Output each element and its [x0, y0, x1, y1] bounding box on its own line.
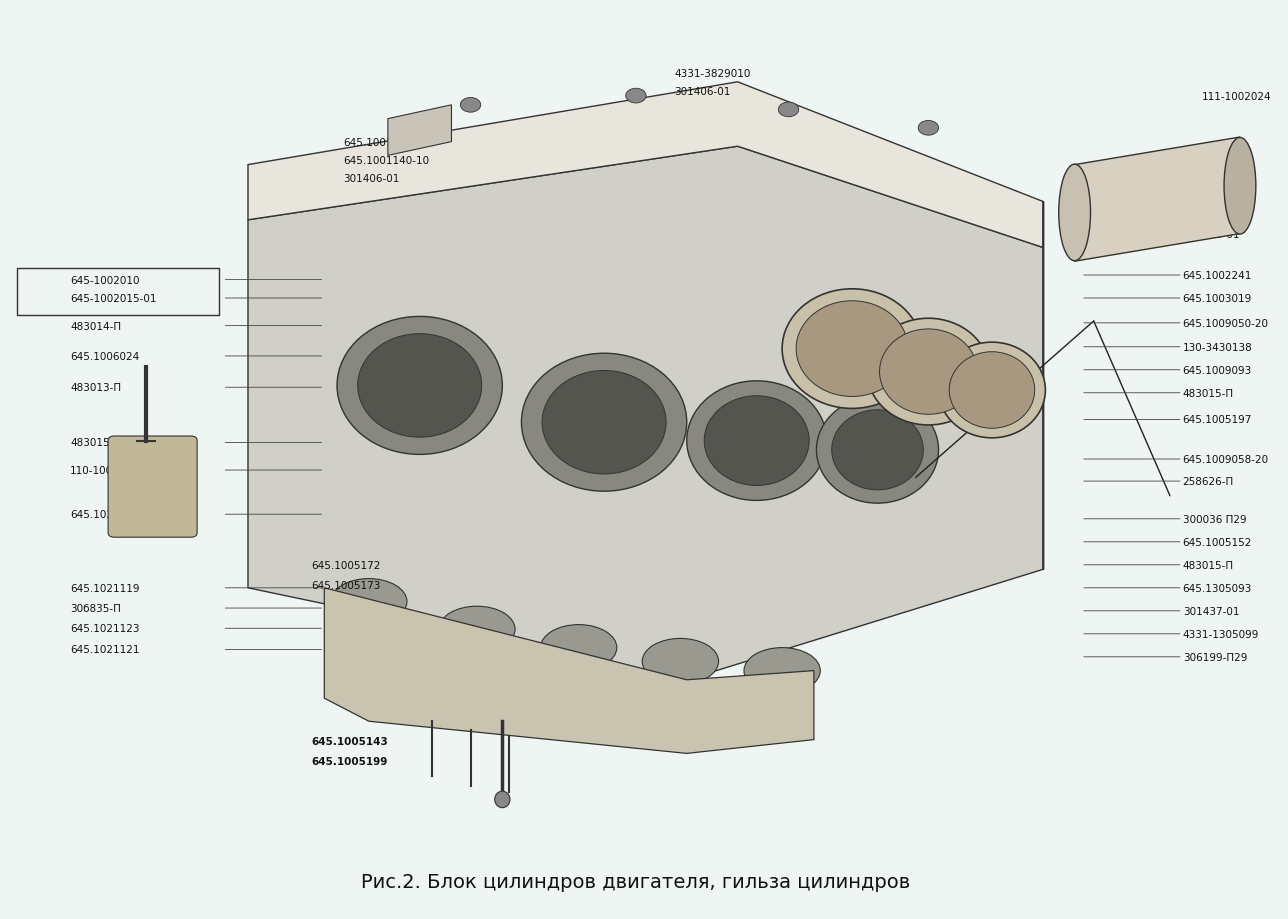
- Text: 258626-П: 258626-П: [1182, 477, 1234, 486]
- Text: 645.1005152: 645.1005152: [1182, 538, 1252, 547]
- Text: 645.1005197: 645.1005197: [1182, 415, 1252, 425]
- Text: 301406-01: 301406-01: [344, 175, 399, 184]
- Text: 483015-П: 483015-П: [1182, 389, 1234, 398]
- Ellipse shape: [867, 319, 989, 425]
- Text: 645.1021114: 645.1021114: [70, 510, 139, 519]
- Text: 111-1002024: 111-1002024: [1202, 92, 1271, 101]
- Polygon shape: [388, 106, 452, 156]
- Text: 483013-П: 483013-П: [70, 383, 121, 392]
- Text: 645.1021119: 645.1021119: [70, 584, 139, 593]
- Text: 301439-01: 301439-01: [1182, 230, 1239, 239]
- Ellipse shape: [782, 289, 922, 409]
- Ellipse shape: [542, 371, 666, 474]
- Ellipse shape: [687, 381, 827, 501]
- Ellipse shape: [832, 410, 923, 491]
- Polygon shape: [249, 83, 1043, 248]
- Text: 645.1002081: 645.1002081: [1182, 207, 1252, 216]
- Ellipse shape: [358, 335, 482, 437]
- Text: 30б835-П: 30б835-П: [70, 604, 121, 613]
- Ellipse shape: [331, 579, 407, 625]
- Text: 306199-П29: 306199-П29: [1182, 652, 1247, 662]
- Ellipse shape: [880, 330, 978, 414]
- Circle shape: [918, 121, 939, 136]
- Circle shape: [626, 89, 647, 104]
- Polygon shape: [1074, 138, 1240, 262]
- Ellipse shape: [705, 396, 809, 486]
- Ellipse shape: [643, 639, 719, 685]
- Polygon shape: [249, 147, 1043, 680]
- FancyBboxPatch shape: [108, 437, 197, 538]
- Polygon shape: [325, 588, 814, 754]
- Text: 645-1002010: 645-1002010: [70, 276, 139, 285]
- Text: 645.1005199: 645.1005199: [312, 756, 388, 766]
- Text: 645.1005143: 645.1005143: [312, 737, 388, 746]
- Text: 645.1001140-10: 645.1001140-10: [344, 156, 429, 165]
- Ellipse shape: [439, 607, 515, 652]
- Text: 645.1001140-20: 645.1001140-20: [344, 138, 429, 147]
- Ellipse shape: [337, 317, 502, 455]
- Text: 645.1009093: 645.1009093: [1182, 366, 1252, 375]
- Circle shape: [778, 103, 799, 118]
- Text: 645.1005172: 645.1005172: [312, 561, 381, 570]
- Text: 645.1002025: 645.1002025: [1182, 184, 1252, 193]
- Text: 645.1002021: 645.1002021: [1182, 161, 1252, 170]
- Text: 645-1002015-01: 645-1002015-01: [70, 294, 156, 303]
- Ellipse shape: [541, 625, 617, 671]
- Ellipse shape: [744, 648, 820, 694]
- Text: 645.1002241: 645.1002241: [1182, 271, 1252, 280]
- Text: 130-3430138: 130-3430138: [1182, 343, 1252, 352]
- Text: 301437-01: 301437-01: [1182, 607, 1239, 616]
- Text: 645.1021123: 645.1021123: [70, 624, 139, 633]
- Text: 645.1009050-20: 645.1009050-20: [1182, 319, 1269, 328]
- Text: 110-1005062: 110-1005062: [70, 466, 139, 475]
- Text: 4331-1305099: 4331-1305099: [1182, 630, 1260, 639]
- Ellipse shape: [1059, 165, 1091, 262]
- Text: 483015-П: 483015-П: [70, 438, 121, 448]
- Text: 645.1006024: 645.1006024: [70, 352, 139, 361]
- Ellipse shape: [949, 352, 1034, 429]
- Text: Рис.2. Блок цилиндров двигателя, гильза цилиндров: Рис.2. Блок цилиндров двигателя, гильза …: [361, 872, 911, 891]
- Text: 645.1003019: 645.1003019: [1182, 294, 1252, 303]
- Text: 4331-3829010: 4331-3829010: [674, 69, 751, 78]
- Ellipse shape: [1224, 138, 1256, 234]
- Text: 483015-П: 483015-П: [1182, 561, 1234, 570]
- Circle shape: [460, 98, 480, 113]
- Text: 300036 П29: 300036 П29: [1182, 515, 1247, 524]
- Text: 645.1009058-20: 645.1009058-20: [1182, 455, 1269, 464]
- Text: 483014-П: 483014-П: [70, 322, 121, 331]
- Ellipse shape: [495, 791, 510, 808]
- Ellipse shape: [796, 301, 908, 397]
- Text: 645.1305093: 645.1305093: [1182, 584, 1252, 593]
- Ellipse shape: [939, 343, 1046, 438]
- Text: 301406-01: 301406-01: [674, 87, 730, 96]
- Ellipse shape: [522, 354, 687, 492]
- Ellipse shape: [817, 397, 939, 504]
- Text: 645.1005173: 645.1005173: [312, 581, 381, 590]
- Text: 645.1021121: 645.1021121: [70, 645, 139, 654]
